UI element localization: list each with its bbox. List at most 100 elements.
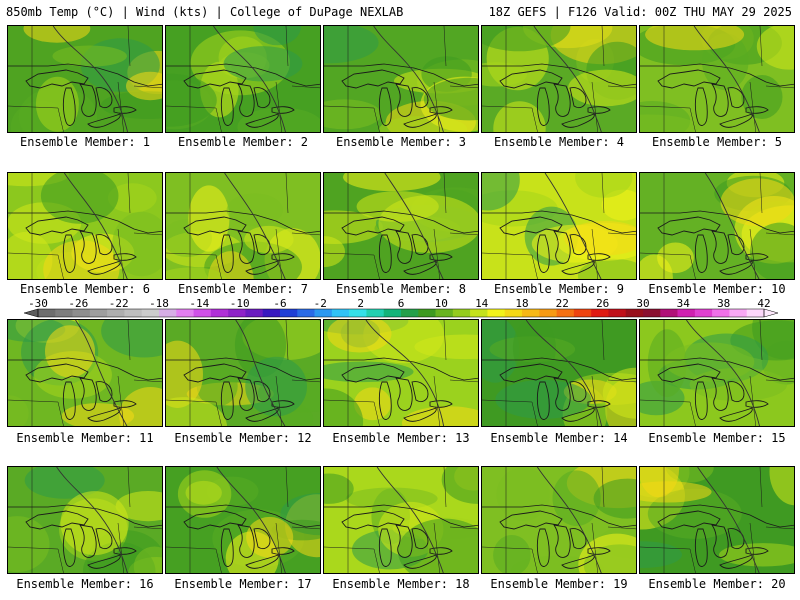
- colorbar-tick-label: -26: [68, 297, 88, 310]
- state-border-lines: [640, 173, 794, 279]
- colorbar-swatch: [573, 309, 592, 317]
- colorbar-swatch: [280, 309, 298, 317]
- temperature-contour-fill: [327, 320, 392, 353]
- temperature-contour-fill: [324, 99, 382, 130]
- country-border-line: [324, 504, 478, 528]
- great-lakes-outline: [183, 363, 295, 422]
- temperature-contour-fill: [640, 254, 673, 279]
- height-contour-line: [697, 467, 760, 573]
- temperature-map: [166, 320, 320, 426]
- height-contour-line: [536, 467, 602, 573]
- temperature-contour-fill: [640, 114, 699, 132]
- colorbar-swatch: [383, 309, 402, 317]
- ensemble-map-panel: [639, 172, 795, 280]
- state-border-lines: [324, 467, 478, 573]
- country-border-line: [8, 504, 162, 528]
- country-border-line: [324, 63, 478, 87]
- colorbar-swatch: [401, 309, 419, 317]
- colorbar-swatch: [314, 309, 333, 317]
- temperature-contour-fill: [575, 173, 633, 198]
- colorbar-swatch: [72, 309, 91, 317]
- country-border-line: [482, 504, 636, 528]
- temperature-contour-fill: [568, 69, 636, 107]
- temperature-contour-fill: [482, 62, 528, 87]
- colorbar-tick-label: -14: [189, 297, 209, 310]
- country-border-line: [482, 63, 636, 87]
- colorbar-min-arrow: [23, 308, 39, 318]
- colorbar-swatch: [591, 309, 609, 317]
- height-contour-line: [533, 26, 602, 132]
- temperature-map: [640, 320, 794, 426]
- great-lakes-outline: [657, 216, 769, 275]
- height-contour-line: [63, 173, 128, 279]
- ensemble-map-panel: [481, 319, 637, 427]
- colorbar-swatch: [193, 309, 212, 317]
- colorbar-swatch: [418, 309, 436, 317]
- temperature-contour-fill: [720, 178, 794, 226]
- state-border-lines: [640, 320, 794, 426]
- temperature-map: [8, 320, 162, 426]
- country-border-line: [640, 504, 794, 528]
- colorbar-swatch: [124, 309, 143, 317]
- ensemble-map-panel: [323, 319, 479, 427]
- ensemble-member-label: Ensemble Member: 4: [493, 135, 625, 149]
- great-lakes-outline: [341, 69, 453, 128]
- colorbar-swatch: [141, 309, 160, 317]
- colorbar-tick-label: -22: [109, 297, 129, 310]
- colorbar-swatch: [331, 309, 350, 317]
- ensemble-member-label: Ensemble Member: 11: [16, 431, 154, 445]
- temperature-contour-fill: [577, 258, 636, 279]
- height-contour-line: [384, 173, 444, 279]
- colorbar-swatch: [176, 309, 194, 317]
- state-border-lines: [166, 467, 320, 573]
- temperature-contour-fill: [441, 467, 478, 504]
- great-lakes-outline: [25, 510, 137, 569]
- colorbar-swatch: [262, 309, 281, 317]
- great-lakes-outline: [499, 69, 611, 128]
- ensemble-map-panel: [481, 25, 637, 133]
- colorbar-swatch: [366, 309, 385, 317]
- height-contour-line: [56, 467, 128, 573]
- temperature-contour-fill: [223, 46, 303, 82]
- header-valid-time: 18Z GEFS | F126 Valid: 00Z THU MAY 29 20…: [488, 5, 792, 19]
- state-border-lines: [166, 320, 320, 426]
- colorbar-tick-label: 18: [515, 297, 528, 310]
- ensemble-map-panel: [165, 25, 321, 133]
- temperature-contour-fill: [52, 45, 127, 67]
- ensemble-map-panel: [323, 466, 479, 574]
- country-border-line: [482, 210, 636, 234]
- great-lakes-outline: [183, 510, 295, 569]
- great-lakes-outline: [183, 69, 295, 128]
- country-border-line: [8, 357, 162, 381]
- colorbar-tick-label: -10: [230, 297, 250, 310]
- colorbar-swatch: [625, 309, 644, 317]
- ensemble-member-label: Ensemble Member: 20: [648, 577, 786, 591]
- colorbar-swatch: [349, 309, 367, 317]
- ensemble-member-label: Ensemble Member: 10: [648, 282, 786, 296]
- temperature-map: [482, 320, 636, 426]
- ensemble-member-label: Ensemble Member: 19: [490, 577, 628, 591]
- colorbar-swatch: [729, 309, 748, 317]
- temperature-map: [482, 26, 636, 132]
- temperature-contour-fill: [324, 388, 364, 426]
- ensemble-map-panel: [481, 172, 637, 280]
- height-contour-line: [686, 320, 760, 426]
- temperature-contour-fill: [741, 75, 783, 119]
- ensemble-member-label: Ensemble Member: 7: [177, 282, 309, 296]
- state-border-lines: [482, 173, 636, 279]
- temperature-contour-fill: [593, 478, 636, 519]
- temperature-contour-fill: [35, 76, 79, 132]
- temperature-map: [324, 320, 478, 426]
- colorbar-swatch: [694, 309, 713, 317]
- temperature-contour-fill: [324, 236, 345, 268]
- ensemble-member-label: Ensemble Member: 8: [335, 282, 467, 296]
- temperature-contour-fill: [43, 240, 120, 279]
- temperature-contour-fill: [119, 387, 162, 426]
- great-lakes-outline: [499, 363, 611, 422]
- colorbar-swatch: [556, 309, 575, 317]
- colorbar-swatch: [452, 309, 471, 317]
- colorbar-tick-label: 26: [596, 297, 609, 310]
- colorbar-swatch: [643, 309, 661, 317]
- colorbar-swatch: [245, 309, 264, 317]
- temperature-contour-fill: [24, 467, 105, 499]
